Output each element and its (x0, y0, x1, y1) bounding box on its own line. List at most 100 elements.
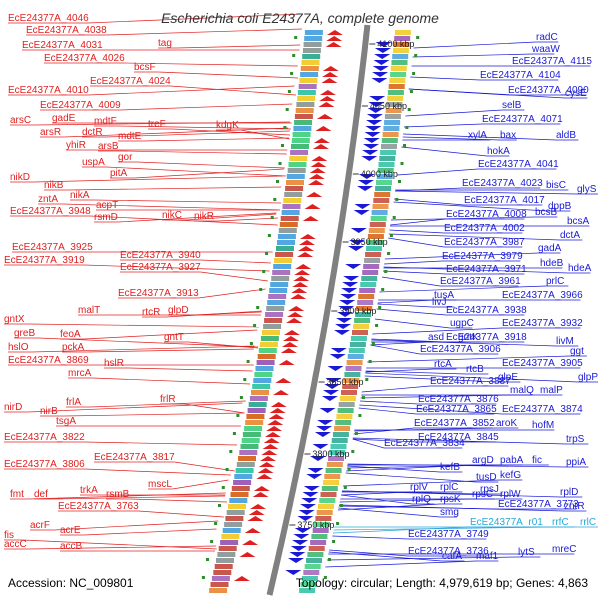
label-leader-line (372, 327, 503, 335)
label-leader-line (384, 252, 539, 260)
reverse-gene-arrow (293, 276, 310, 281)
feature-block (301, 576, 318, 581)
reverse-gene-arrow (233, 576, 250, 581)
feature-block (370, 216, 387, 221)
right-gene-label: dctA (560, 230, 580, 241)
feature-block (291, 144, 309, 149)
right-gene-label: bcsB (535, 207, 558, 218)
label-leader-line (172, 479, 229, 490)
gc-marker (371, 342, 375, 345)
right-gene-label: rplC (440, 482, 458, 493)
reverse-gene-arrow (286, 318, 303, 323)
left-gene-label: acrF (30, 520, 50, 531)
feature-block (392, 48, 409, 53)
label-leader-line (394, 198, 465, 206)
label-leader-line (325, 560, 477, 568)
feature-block (326, 462, 343, 467)
right-gene-label: EcE24377A_3749 (408, 529, 489, 540)
reverse-gene-arrow (239, 552, 256, 557)
reverse-gene-arrow (313, 138, 330, 143)
left-gene-label: gor (118, 152, 133, 163)
reverse-gene-arrow (304, 204, 321, 209)
right-gene-label: EcE24377A_3887 (430, 376, 511, 387)
left-gene-label: hslR (104, 358, 124, 369)
scale-tick-label: 3950 kbp (351, 237, 388, 247)
feature-block (387, 90, 404, 95)
feature-block (220, 540, 239, 545)
feature-block (295, 108, 314, 113)
reverse-gene-arrow (309, 168, 326, 173)
feature-block (288, 162, 307, 167)
gc-marker (387, 252, 391, 255)
reverse-gene-arrow (266, 426, 283, 431)
forward-gene-arrow (323, 390, 339, 395)
reverse-gene-arrow (267, 420, 284, 425)
reverse-gene-arrow (313, 144, 329, 149)
feature-block (316, 510, 333, 515)
feature-block (318, 504, 334, 509)
right-gene-label: fic (532, 455, 542, 466)
label-leader-line (138, 510, 224, 518)
forward-gene-arrow (345, 264, 362, 269)
forward-gene-arrow (290, 546, 307, 551)
feature-block (304, 36, 323, 41)
gc-marker (201, 576, 205, 579)
gc-marker (294, 36, 298, 39)
forward-gene-arrow (358, 174, 375, 179)
feature-block (236, 462, 255, 467)
feature-block (272, 270, 291, 275)
feature-block (283, 198, 302, 203)
right-gene-label: EcE24377A_3971 (446, 264, 527, 275)
left-gene-label: nikA (70, 190, 90, 201)
feature-block (253, 378, 272, 383)
right-gene-label: hdeA (568, 263, 592, 274)
label-leader-line (328, 551, 443, 562)
left-gene-label: yhiR (66, 140, 86, 151)
feature-block (381, 144, 397, 149)
forward-gene-arrow (338, 306, 355, 311)
feature-block (394, 36, 411, 41)
right-gene-label: malP (540, 385, 563, 396)
gc-marker (290, 72, 294, 75)
feature-block (266, 306, 285, 311)
label-leader-line (397, 168, 479, 176)
feature-block (310, 540, 327, 545)
gc-marker (395, 198, 399, 201)
feature-block (388, 84, 405, 89)
feature-block (258, 348, 277, 353)
forward-gene-arrow (373, 60, 390, 65)
right-gene-label: argD (472, 455, 494, 466)
label-leader-line (410, 76, 481, 81)
left-gene-label: EcE24377A_3869 (8, 355, 89, 366)
label-leader-line (54, 520, 219, 531)
forward-gene-arrow (369, 96, 386, 101)
feature-block (320, 492, 337, 497)
right-gene-label: glpP (578, 372, 598, 383)
label-leader-line (332, 526, 471, 534)
left-gene-label: mscL (148, 479, 172, 490)
feature-block (284, 192, 303, 197)
forward-gene-arrow (301, 498, 318, 503)
label-leader-line (382, 270, 447, 275)
reverse-gene-arrow (326, 30, 343, 35)
label-leader-line (64, 127, 289, 138)
feature-block (362, 270, 379, 275)
feature-block (259, 342, 278, 347)
feature-block (297, 90, 316, 95)
label-leader-line (388, 237, 445, 248)
feature-block (211, 576, 230, 581)
gc-marker (340, 504, 343, 507)
label-leader-line (339, 504, 565, 512)
feature-block (379, 156, 396, 161)
reverse-gene-arrow (298, 246, 314, 251)
gc-marker (398, 180, 401, 183)
reverse-gene-arrow (282, 336, 299, 341)
gc-marker (365, 378, 369, 381)
gc-marker (381, 288, 385, 291)
feature-block (387, 96, 404, 101)
right-gene-label: hokA (487, 146, 510, 157)
right-gene-label: livJ (432, 297, 446, 308)
forward-gene-arrow (342, 282, 359, 287)
forward-gene-arrow (371, 78, 388, 83)
